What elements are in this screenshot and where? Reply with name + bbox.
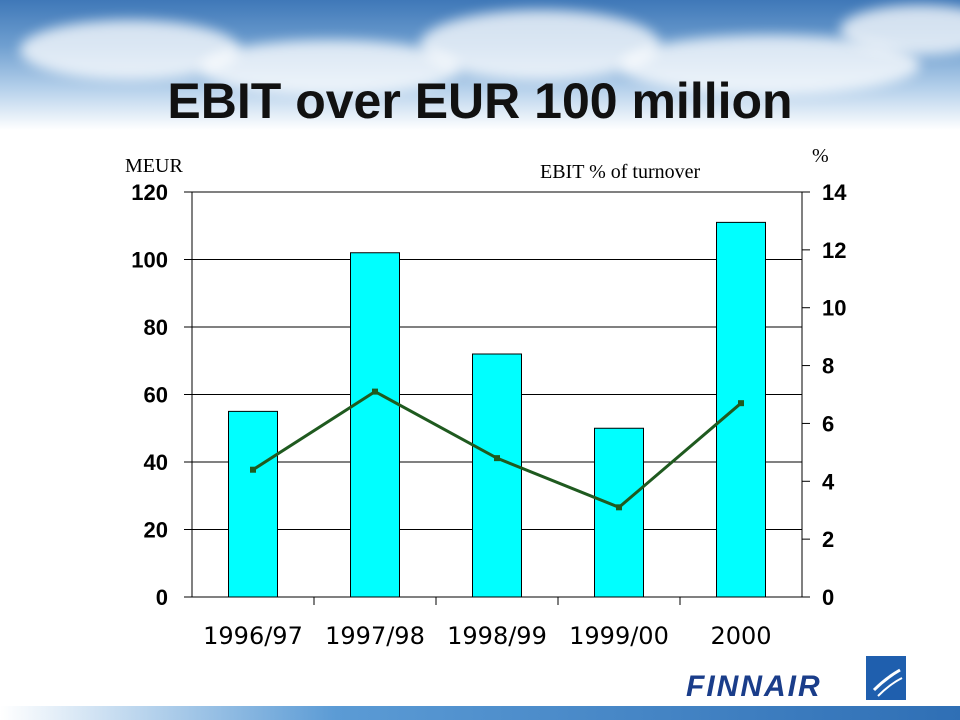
left-tick-label: 20 (144, 518, 168, 543)
bar (472, 353, 522, 598)
category-label: 1998/99 (447, 622, 547, 650)
right-tick-label: 8 (822, 354, 834, 379)
line-marker (494, 455, 500, 462)
category-label: 1997/98 (325, 622, 425, 650)
line-marker (738, 400, 744, 407)
left-tick-label: 120 (131, 180, 168, 205)
bar (228, 410, 278, 598)
left-tick-label: 40 (144, 450, 168, 475)
right-tick-label: 14 (822, 180, 847, 205)
footer-bar (0, 706, 960, 720)
right-tick-label: 6 (822, 411, 834, 436)
page-title: EBIT over EUR 100 million (167, 73, 793, 129)
line-marker (250, 466, 256, 473)
right-tick-label: 2 (822, 527, 834, 552)
right-tick-label: 10 (822, 296, 846, 321)
right-axis-label: % (812, 145, 829, 167)
logo-text: FINNAIR (686, 670, 822, 703)
category-label: 1999/00 (569, 622, 669, 650)
right-tick-label: 4 (822, 469, 835, 494)
left-tick-label: 80 (144, 315, 168, 340)
left-tick-label: 0 (156, 585, 168, 610)
category-label: 1996/97 (203, 622, 303, 650)
line-marker (616, 504, 622, 511)
right-tick-label: 12 (822, 238, 846, 263)
finnair-logo: FINNAIR (686, 654, 908, 704)
left-tick-label: 100 (131, 248, 168, 273)
right-tick-label: 0 (822, 585, 834, 610)
category-label: 2000 (710, 622, 771, 650)
bar (594, 427, 644, 598)
bar (350, 252, 400, 598)
line-marker (372, 388, 378, 395)
finnair-logo-icon (866, 656, 906, 700)
sky-banner (0, 0, 960, 130)
bar (716, 221, 766, 598)
left-axis-label: MEUR (125, 155, 183, 177)
left-tick-label: 60 (144, 383, 168, 408)
series-label: EBIT % of turnover (540, 161, 700, 183)
